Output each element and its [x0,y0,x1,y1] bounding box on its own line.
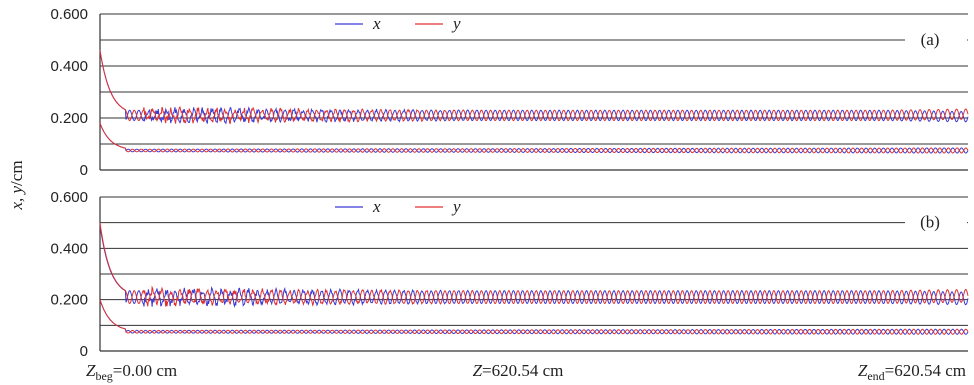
series-y-line [99,50,969,125]
legend-entry: x [372,14,381,33]
series-x-line [99,50,969,125]
series-x-line [99,123,969,154]
y-tick-label: 0 [80,343,88,360]
legend-entry: x [372,197,381,216]
x-label-center: Z=620.54 cm [473,361,564,380]
legend-entry: y [451,14,461,33]
y-axis-label: x, y/cm [7,160,26,210]
chart-panel-b: 0.600 0.400 0.200 0 (b) x y [50,189,969,360]
y-tick-label: 0 [80,162,88,179]
y-tick-label: 0.400 [50,240,88,257]
legend-entry: y [451,197,461,216]
y-tick-label: 0.200 [50,110,88,127]
panel-label: (a) [921,30,940,49]
series-y-line [99,222,969,307]
series-y-line [99,299,969,335]
y-tick-label: 0.400 [50,58,88,75]
panel-label: (b) [920,213,940,232]
y-tick-label: 0.600 [50,6,88,23]
chart-panel-a: 0.600 0.400 0.200 0 (a) x y [50,6,969,179]
series-y-line [99,123,969,154]
y-tick-label: 0.200 [50,292,88,309]
x-label-end: Zend=620.54 cm [858,361,966,383]
y-tick-label: 0.600 [50,189,88,206]
series-x-line [99,299,969,335]
series-x-line [99,225,969,309]
x-label-start: Zbeg=0.00 cm [86,361,177,383]
